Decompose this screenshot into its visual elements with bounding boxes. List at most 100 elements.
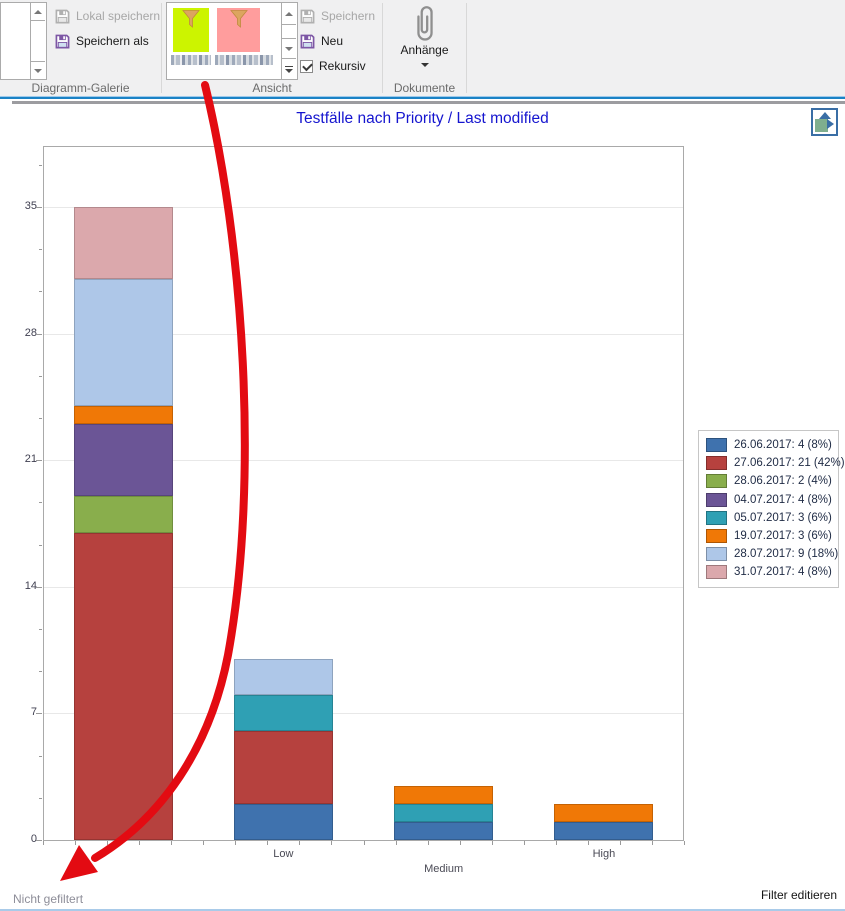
recursive-label: Rekursiv	[319, 59, 366, 73]
filter-funnel-icon	[182, 10, 200, 28]
y-axis-minor-tick	[39, 755, 42, 757]
bar-segment-26.06.2017[interactable]	[554, 821, 654, 840]
x-axis-tick	[267, 841, 269, 845]
x-axis-category-label: Low	[273, 848, 294, 860]
legend-label: 26.06.2017: 4 (8%)	[734, 439, 832, 452]
recursive-checkbox[interactable]: Rekursiv	[300, 55, 366, 77]
chart-title: Testfälle nach Priority / Last modified	[296, 110, 549, 127]
view-thumbnail-red-filter[interactable]	[217, 8, 260, 52]
legend-label: 27.06.2017: 21 (42%)	[734, 457, 845, 470]
legend-item: 19.07.2017: 3 (6%)	[706, 527, 834, 545]
legend-swatch	[706, 456, 727, 471]
bar-segment-26.06.2017[interactable]	[394, 821, 494, 840]
paperclip-icon	[416, 6, 433, 41]
y-axis-tick-label: 7	[30, 706, 37, 719]
gallery-scroll-down-button[interactable]	[31, 61, 45, 79]
gallery-scroll-down-button[interactable]	[282, 38, 296, 59]
local-save-button[interactable]: Lokal speichern	[55, 5, 160, 27]
legend-label: 04.07.2017: 4 (8%)	[734, 493, 832, 506]
bar-segment-04.07.2017[interactable]	[73, 424, 173, 497]
legend-label: 28.06.2017: 2 (4%)	[734, 475, 832, 488]
attachments-button[interactable]: Anhänge	[393, 3, 456, 81]
expand-chart-icon[interactable]	[811, 108, 838, 136]
bar-segment-28.07.2017[interactable]	[233, 659, 333, 696]
x-axis-tick	[651, 841, 653, 845]
bar-segment-19.07.2017[interactable]	[394, 785, 494, 804]
edit-filter-link[interactable]: Filter editieren	[760, 888, 837, 902]
gallery-scroll-column	[30, 3, 46, 79]
gallery-scroll-up-button[interactable]	[31, 3, 45, 21]
view-thumbnail-green-filter[interactable]	[173, 8, 209, 52]
bar-segment-19.07.2017[interactable]	[73, 405, 173, 425]
floppy-disk-icon	[55, 9, 70, 23]
gridline	[44, 333, 683, 335]
bar-segment-26.06.2017[interactable]	[233, 803, 333, 840]
y-axis-tick-label: 28	[24, 326, 37, 339]
ribbon-separator	[161, 3, 162, 93]
bar-segment-31.07.2017[interactable]	[73, 207, 173, 280]
legend-item: 28.06.2017: 2 (4%)	[706, 472, 834, 490]
floppy-disk-icon	[300, 34, 315, 48]
expand-square-glyph	[815, 119, 828, 132]
gallery-scroll-column	[281, 3, 297, 79]
checkbox-checked-icon[interactable]	[300, 59, 313, 73]
panel-top-edge	[12, 101, 845, 104]
x-axis-tick	[684, 841, 685, 845]
y-axis-minor-tick	[39, 797, 42, 799]
chart-legend: 26.06.2017: 4 (8%) 27.06.2017: 21 (42%) 28…	[698, 430, 845, 588]
y-axis-minor-tick	[39, 502, 42, 504]
y-axis-tick	[36, 586, 42, 588]
legend-item: 28.07.2017: 9 (18%)	[706, 545, 838, 563]
floppy-disk-icon	[300, 9, 315, 23]
x-axis-tick	[107, 841, 109, 845]
gridline	[44, 586, 683, 588]
x-axis-tick	[363, 841, 365, 845]
legend-item: 26.06.2017: 4 (8%)	[706, 436, 834, 454]
diagram-gallery-list[interactable]	[0, 2, 47, 80]
x-axis-tick	[523, 841, 525, 845]
bar-segment-28.06.2017[interactable]	[73, 496, 173, 533]
x-axis-category-label: High	[592, 848, 616, 860]
legend-item: 31.07.2017: 4 (8%)	[706, 563, 834, 581]
x-axis-tick	[395, 841, 397, 845]
bar-segment-28.07.2017[interactable]	[73, 279, 173, 406]
x-axis-tick	[427, 841, 429, 845]
y-axis-minor-tick	[39, 249, 42, 251]
group-label-view: Ansicht	[252, 81, 292, 95]
redacted-thumbnail-caption	[171, 55, 211, 65]
legend-swatch	[706, 510, 727, 525]
bar-segment-05.07.2017[interactable]	[394, 803, 494, 822]
bar-segment-19.07.2017[interactable]	[554, 803, 654, 822]
floppy-disk-icon	[55, 34, 70, 48]
bar-segment-27.06.2017[interactable]	[233, 731, 333, 804]
gallery-scroll-up-button[interactable]	[282, 3, 296, 25]
y-axis-tick	[36, 333, 42, 335]
legend-item: 05.07.2017: 3 (6%)	[706, 509, 834, 527]
new-button[interactable]: Neu	[300, 30, 343, 52]
ribbon-group-view: Speichern Neu Rekursiv Ansicht	[162, 0, 382, 96]
gallery-more-button[interactable]	[282, 59, 296, 79]
attachments-label: Anhänge	[400, 43, 449, 57]
y-axis-tick-label: 14	[24, 579, 37, 592]
x-axis-tick	[43, 841, 44, 845]
expand-right-arrow-glyph	[827, 119, 834, 129]
x-axis-tick	[235, 841, 237, 845]
legend-item: 04.07.2017: 4 (8%)	[706, 491, 834, 509]
ribbon-bottom-edge	[0, 96, 845, 99]
redacted-thumbnail-caption	[215, 55, 273, 65]
save-as-button[interactable]: Speichern als	[55, 30, 149, 52]
bar-segment-27.06.2017[interactable]	[73, 532, 173, 840]
gridline	[44, 713, 683, 715]
x-axis-tick	[299, 841, 301, 845]
y-axis-tick	[36, 207, 42, 208]
view-gallery-list[interactable]	[166, 2, 298, 80]
x-axis-tick	[171, 841, 173, 845]
y-axis-minor-tick	[39, 544, 42, 546]
x-axis-tick	[75, 841, 77, 845]
legend-swatch	[706, 565, 727, 580]
y-axis-minor-tick	[39, 375, 42, 377]
x-axis-tick	[555, 841, 557, 845]
bar-segment-05.07.2017[interactable]	[233, 695, 333, 732]
save-button[interactable]: Speichern	[300, 5, 375, 27]
window-bottom-edge	[0, 909, 845, 911]
